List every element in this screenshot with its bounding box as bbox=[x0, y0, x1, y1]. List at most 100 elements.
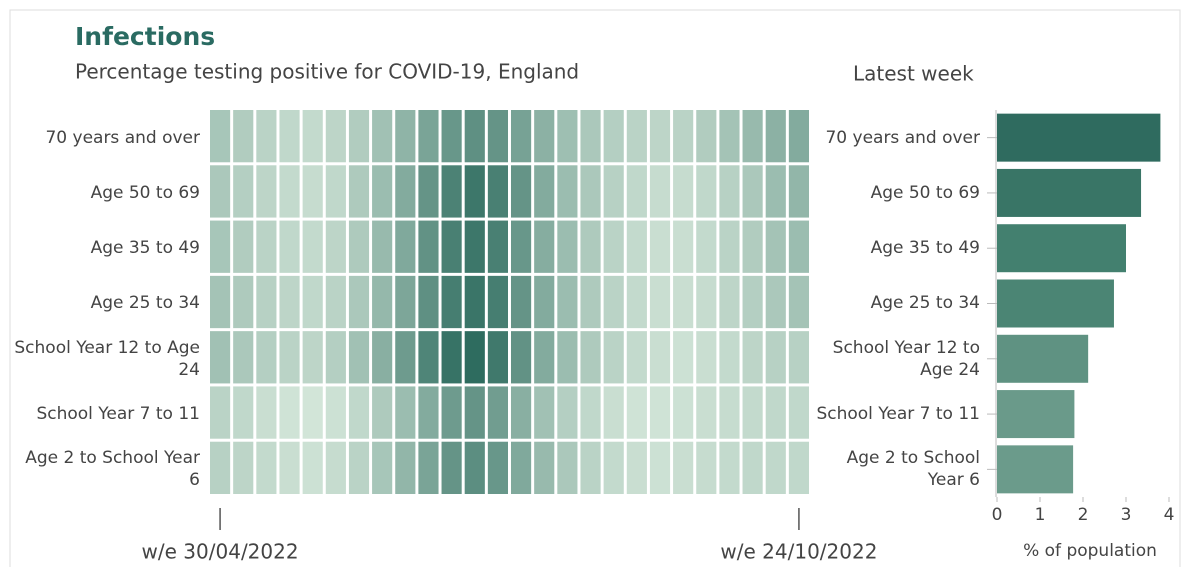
heat-cell bbox=[325, 441, 346, 494]
heat-cell bbox=[302, 275, 323, 329]
heat-cell bbox=[673, 110, 694, 163]
heat-cell bbox=[580, 110, 601, 163]
heat-cell bbox=[742, 441, 763, 494]
heat-cell bbox=[464, 441, 485, 494]
heat-cell bbox=[557, 275, 578, 329]
heat-cell bbox=[464, 220, 485, 273]
heat-cell bbox=[765, 331, 786, 384]
heat-cell bbox=[788, 331, 809, 384]
heat-cell bbox=[487, 275, 508, 329]
heat-cell bbox=[348, 110, 370, 163]
heat-cell bbox=[742, 386, 763, 439]
heat-cell bbox=[210, 110, 231, 163]
x-tick-label: w/e 24/10/2022 bbox=[720, 540, 877, 564]
row-label: Age 25 to 34 bbox=[90, 293, 200, 314]
heat-cell bbox=[788, 275, 809, 329]
heat-cell bbox=[464, 110, 485, 163]
heat-cell bbox=[788, 441, 809, 494]
heat-cell bbox=[765, 441, 786, 494]
heat-cell bbox=[418, 165, 439, 218]
row-label: Age 2 to School Year 6 bbox=[846, 448, 980, 491]
heat-cell bbox=[626, 220, 647, 273]
heat-cell bbox=[210, 331, 231, 384]
row-label: Age 2 to School Year 6 bbox=[25, 448, 200, 491]
heat-cell bbox=[534, 441, 555, 494]
bar bbox=[997, 334, 1089, 383]
heat-cell bbox=[534, 275, 555, 329]
heat-cell bbox=[256, 441, 277, 494]
heat-cell bbox=[534, 165, 555, 218]
heat-cell bbox=[603, 441, 624, 494]
heat-cell bbox=[765, 165, 786, 218]
heat-cell bbox=[673, 386, 694, 439]
heat-cell bbox=[696, 386, 717, 439]
heat-cell bbox=[348, 331, 370, 384]
heat-cell bbox=[279, 165, 300, 218]
heat-cell bbox=[256, 110, 277, 163]
heat-cell bbox=[534, 220, 555, 273]
heat-cell bbox=[325, 331, 346, 384]
heat-cell bbox=[742, 165, 763, 218]
heat-cell bbox=[649, 220, 671, 273]
heat-cell bbox=[348, 275, 370, 329]
heat-cell bbox=[464, 331, 485, 384]
bar bbox=[997, 390, 1075, 439]
heat-cell bbox=[742, 275, 763, 329]
heat-cell bbox=[603, 165, 624, 218]
heat-cell bbox=[487, 441, 508, 494]
heat-cell bbox=[256, 386, 277, 439]
heat-cell bbox=[580, 441, 601, 494]
heat-cell bbox=[441, 441, 462, 494]
heat-cell bbox=[233, 165, 254, 218]
x-axis-label: % of population bbox=[1023, 541, 1157, 561]
heat-cell bbox=[626, 386, 647, 439]
heat-cell bbox=[325, 220, 346, 273]
heat-cell bbox=[348, 165, 370, 218]
heat-cell bbox=[279, 275, 300, 329]
heat-cell bbox=[649, 331, 671, 384]
heat-cell bbox=[372, 165, 393, 218]
heat-cell bbox=[719, 165, 740, 218]
heat-cell bbox=[603, 331, 624, 384]
heat-cell bbox=[441, 386, 462, 439]
heat-cell bbox=[603, 110, 624, 163]
heat-cell bbox=[742, 110, 763, 163]
bar bbox=[997, 279, 1114, 328]
heat-cell bbox=[511, 275, 532, 329]
heat-cell bbox=[464, 165, 485, 218]
heat-cell bbox=[719, 275, 740, 329]
heat-cell bbox=[302, 386, 323, 439]
heat-cell bbox=[580, 165, 601, 218]
heat-cell bbox=[511, 386, 532, 439]
heat-cell bbox=[673, 441, 694, 494]
chart-title: Infections bbox=[75, 22, 215, 51]
heat-cell bbox=[210, 220, 231, 273]
heat-cell bbox=[534, 331, 555, 384]
heat-cell bbox=[279, 110, 300, 163]
heat-cell bbox=[372, 386, 393, 439]
heat-cell bbox=[418, 386, 439, 439]
heat-cell bbox=[511, 110, 532, 163]
heat-cell bbox=[765, 386, 786, 439]
heat-cell bbox=[626, 331, 647, 384]
heat-cell bbox=[534, 110, 555, 163]
heat-cell bbox=[788, 110, 809, 163]
heat-cell bbox=[256, 331, 277, 384]
heat-cell bbox=[788, 386, 809, 439]
x-tick-label: 0 bbox=[992, 505, 1003, 525]
heat-cell bbox=[511, 441, 532, 494]
x-tick-label: w/e 30/04/2022 bbox=[142, 540, 299, 564]
heat-cell bbox=[557, 110, 578, 163]
heat-cell bbox=[464, 275, 485, 329]
heat-cell bbox=[418, 220, 439, 273]
heat-cell bbox=[256, 220, 277, 273]
row-label: 70 years and over bbox=[825, 127, 980, 148]
x-tick-label: 4 bbox=[1164, 505, 1175, 525]
heat-cell bbox=[418, 110, 439, 163]
heat-cell bbox=[233, 220, 254, 273]
heat-cell bbox=[233, 386, 254, 439]
heat-cell bbox=[325, 165, 346, 218]
heat-cell bbox=[696, 165, 717, 218]
heat-cell bbox=[395, 165, 416, 218]
row-label: Age 50 to 69 bbox=[870, 182, 980, 203]
